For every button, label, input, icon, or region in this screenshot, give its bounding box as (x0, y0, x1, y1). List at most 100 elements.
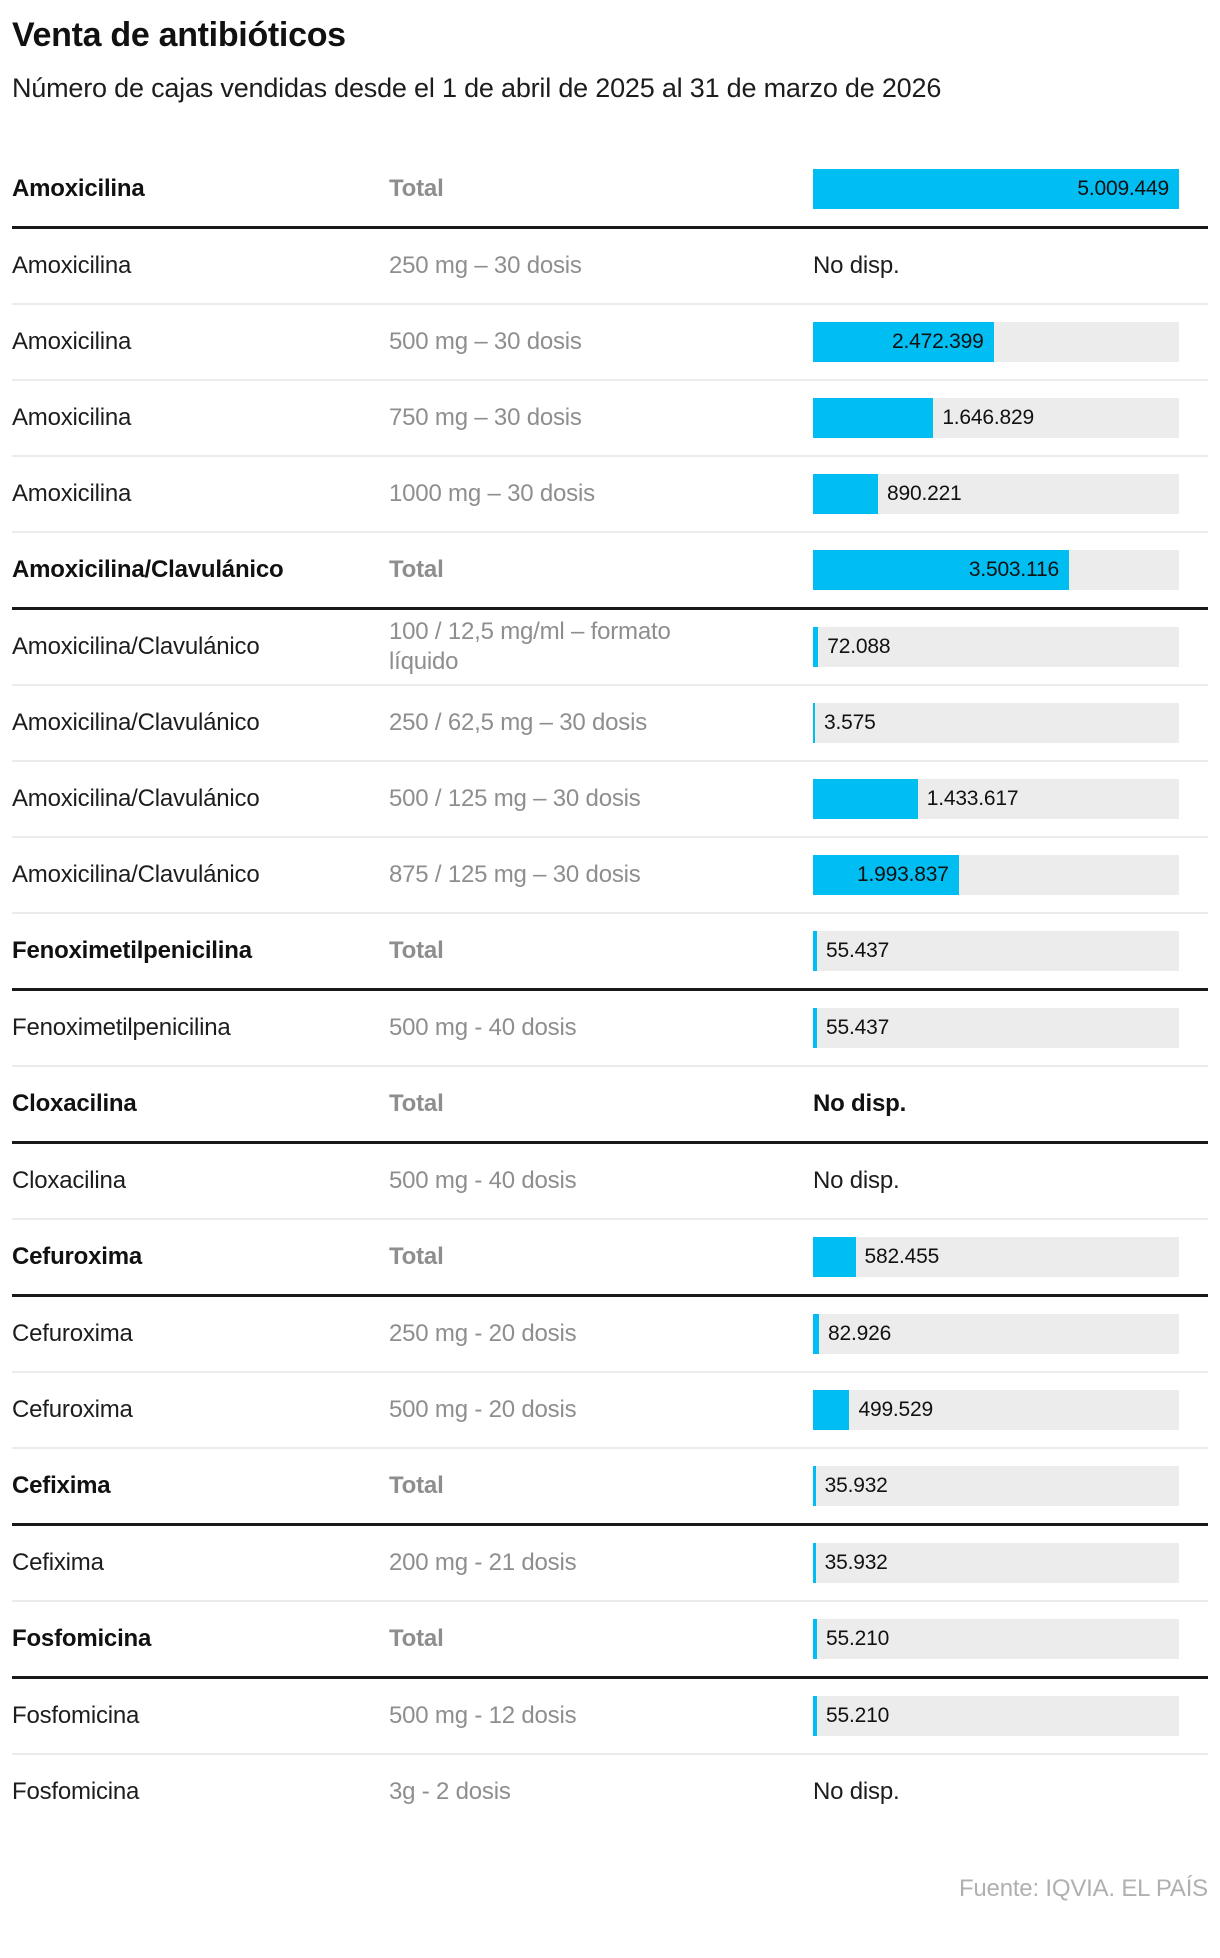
dose-label: Total (389, 1472, 444, 1499)
value-label: 1.993.837 (857, 863, 949, 886)
value-label: 890.221 (887, 482, 962, 505)
value-label: 55.437 (826, 1016, 890, 1039)
bar-cell: 890.221 (813, 474, 1208, 514)
bar-cell: 35.932 (813, 1543, 1208, 1583)
table-row: Cefixima 200 mg - 21 dosis 35.932 (12, 1526, 1208, 1602)
bar-fill: 5.009.449 (813, 169, 1179, 209)
bar-fill: 3.503.116 (813, 550, 1069, 590)
bar-fill (813, 1619, 818, 1659)
bar-fill: 1.993.837 (813, 855, 959, 895)
bar-track: 55.437 (813, 931, 1179, 971)
no-data-label: No disp. (813, 1090, 907, 1117)
table-row: Cefuroxima Total 582.455 (12, 1220, 1208, 1297)
drug-name: Amoxicilina (12, 480, 132, 507)
dose-label: Total (389, 1243, 444, 1270)
value-label: 1.433.617 (926, 787, 1019, 810)
bar-track: 2.472.399 (813, 322, 1179, 362)
bar-fill (813, 398, 934, 438)
dose-label: 250 / 62,5 mg – 30 dosis (389, 709, 648, 736)
drug-name: Fosfomicina (12, 1702, 140, 1729)
drug-name: Cloxacilina (12, 1090, 137, 1117)
bar-cell: 3.575 (813, 703, 1208, 743)
dose-label: Total (389, 1090, 444, 1117)
value-label: 5.009.449 (1077, 177, 1169, 200)
bar-track: 1.433.617 (813, 779, 1179, 819)
drug-name: Amoxicilina (12, 175, 145, 202)
bar-cell: 499.529 (813, 1390, 1208, 1430)
bar-fill (813, 1237, 856, 1277)
bar-cell: 55.210 (813, 1619, 1208, 1659)
value-label: 3.503.116 (968, 558, 1059, 581)
no-data-label: No disp. (813, 252, 900, 279)
drug-name: Fenoximetilpenicilina (12, 1014, 231, 1041)
value-label: 55.437 (826, 939, 890, 962)
bar-cell: 3.503.116 (813, 550, 1208, 590)
chart-subtitle: Número de cajas vendidas desde el 1 de a… (12, 73, 942, 103)
bar-fill (813, 931, 818, 971)
dose-label: 875 / 125 mg – 30 dosis (389, 861, 641, 888)
table-row: Fosfomicina 500 mg - 12 dosis 55.210 (12, 1679, 1208, 1755)
dose-label: 500 mg - 40 dosis (389, 1167, 577, 1194)
dose-label: 3g - 2 dosis (389, 1778, 511, 1805)
table-row: Cloxacilina Total No disp. (12, 1067, 1208, 1144)
bar-fill (813, 779, 918, 819)
value-label: 582.455 (864, 1245, 940, 1268)
drug-name: Amoxicilina/Clavulánico (12, 785, 260, 812)
bar-cell: No disp. (813, 1167, 1208, 1195)
drug-name: Amoxicilina/Clavulánico (12, 709, 260, 736)
source-credit: Fuente: IQVIA. EL PAÍS (958, 1875, 1208, 1902)
dose-label: 100 / 12,5 mg/ml – formato líquido (389, 618, 671, 675)
bar-cell: 1.433.617 (813, 779, 1208, 819)
table-row: Fosfomicina 3g - 2 dosis No disp. (12, 1755, 1208, 1829)
value-label: 499.529 (858, 1398, 933, 1421)
bar-cell: 72.088 (813, 627, 1208, 667)
bar-cell: 55.437 (813, 1008, 1208, 1048)
bar-cell: No disp. (813, 1778, 1208, 1806)
dose-label: Total (389, 556, 444, 583)
dose-label: 500 / 125 mg – 30 dosis (389, 785, 641, 812)
value-label: 2.472.399 (892, 330, 984, 353)
table-row: Amoxicilina 750 mg – 30 dosis 1.646.829 (12, 381, 1208, 457)
drug-name: Cefixima (12, 1472, 111, 1499)
value-label: 1.646.829 (942, 406, 1034, 429)
table-row: Amoxicilina/Clavulánico 500 / 125 mg – 3… (12, 762, 1208, 838)
dose-label: 1000 mg – 30 dosis (389, 480, 595, 507)
value-label: 3.575 (824, 711, 876, 734)
drug-name: Fenoximetilpenicilina (12, 937, 252, 964)
value-label: 35.932 (824, 1474, 888, 1497)
drug-name: Amoxicilina (12, 328, 132, 355)
bar-track: 55.437 (813, 1008, 1179, 1048)
bar-cell: 2.472.399 (813, 322, 1208, 362)
drug-name: Fosfomicina (12, 1625, 152, 1652)
dose-label: 250 mg – 30 dosis (389, 252, 582, 279)
drug-name: Cefixima (12, 1549, 104, 1576)
bar-cell: 35.932 (813, 1466, 1208, 1506)
dose-label: 500 mg – 30 dosis (389, 328, 582, 355)
table-row: Fenoximetilpenicilina Total 55.437 (12, 914, 1208, 991)
bar-fill (813, 1008, 818, 1048)
bar-fill (813, 1696, 818, 1736)
drug-name: Amoxicilina/Clavulánico (12, 633, 260, 660)
drug-name: Amoxicilina (12, 252, 132, 279)
bar-fill (813, 474, 879, 514)
table-row: Cefuroxima 500 mg - 20 dosis 499.529 (12, 1373, 1208, 1449)
dose-label: Total (389, 1625, 444, 1652)
bar-cell: 5.009.449 (813, 169, 1208, 209)
bar-fill (813, 627, 819, 667)
bar-fill (813, 1390, 850, 1430)
value-label: 55.210 (826, 1704, 890, 1727)
bar-track: 3.575 (813, 703, 1179, 743)
table-row: Amoxicilina Total 5.009.449 (12, 152, 1208, 229)
dose-label: 750 mg – 30 dosis (389, 404, 582, 431)
antibiotics-table: Amoxicilina Total 5.009.449 Amoxicilina … (12, 152, 1208, 1829)
value-label: 72.088 (827, 635, 891, 658)
dose-label: 200 mg - 21 dosis (389, 1549, 577, 1576)
bar-track: 55.210 (813, 1619, 1179, 1659)
table-row: Amoxicilina/Clavulánico 875 / 125 mg – 3… (12, 838, 1208, 914)
bar-cell: 582.455 (813, 1237, 1208, 1277)
bar-track: 499.529 (813, 1390, 1179, 1430)
bar-track: 1.993.837 (813, 855, 1179, 895)
table-row: Amoxicilina/Clavulánico 250 / 62,5 mg – … (12, 686, 1208, 762)
bar-fill (813, 1314, 820, 1354)
